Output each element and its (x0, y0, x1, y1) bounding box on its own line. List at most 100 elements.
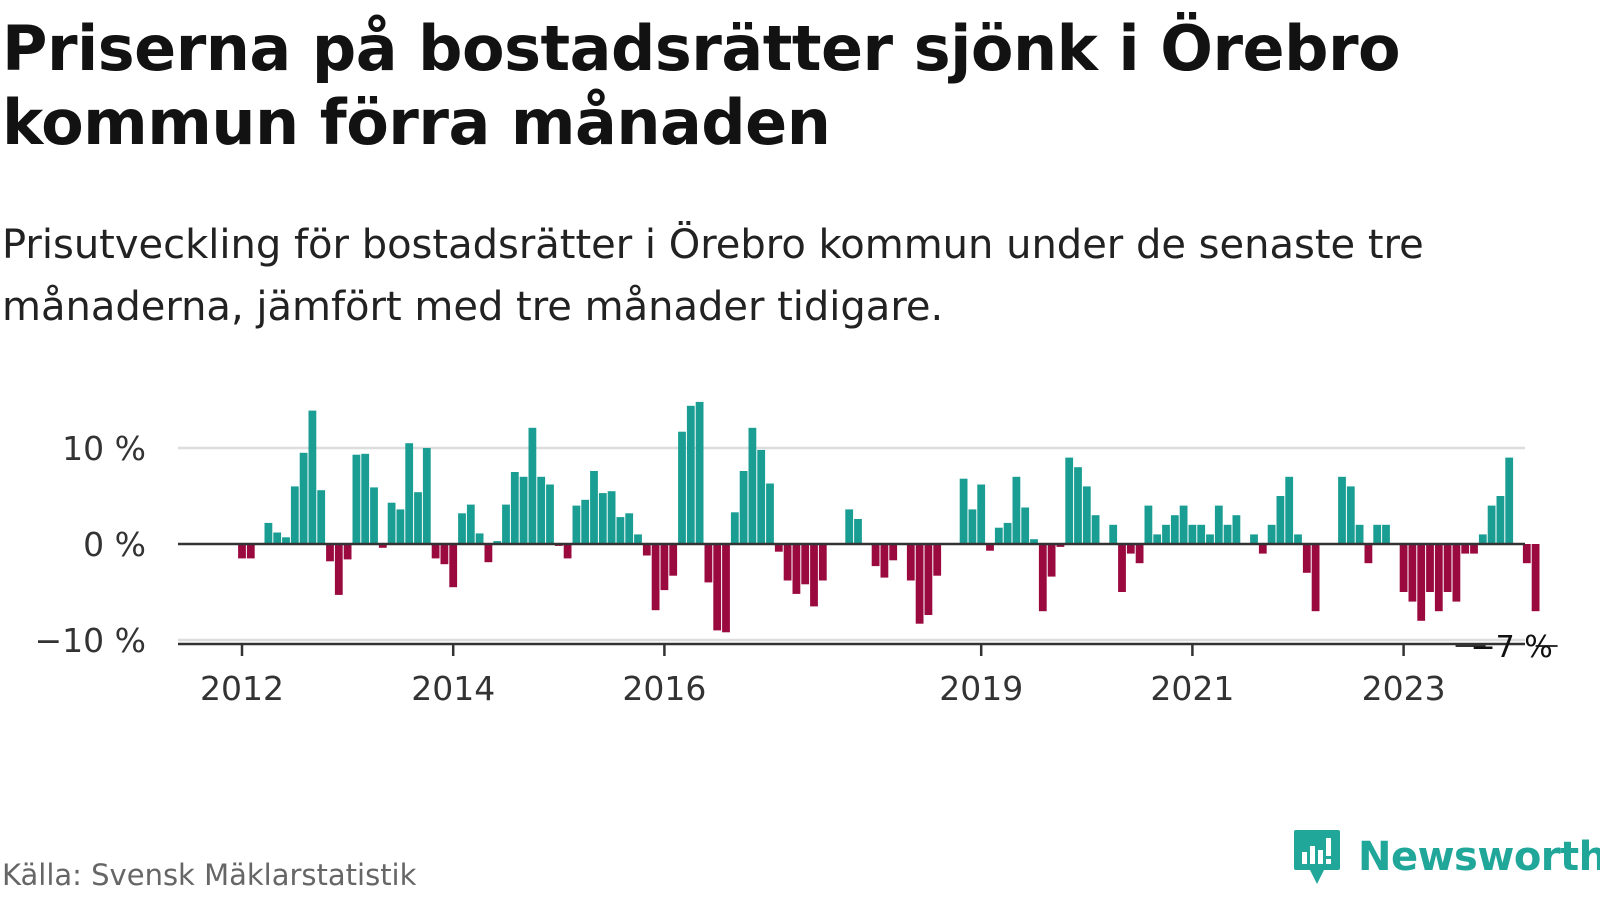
bar (1522, 544, 1531, 564)
x-tick-label: 2021 (1150, 669, 1234, 708)
bar (466, 504, 475, 544)
bar (546, 484, 554, 544)
bar (845, 509, 854, 544)
x-tick-label: 2019 (939, 669, 1023, 708)
bar (273, 532, 282, 544)
bar (246, 544, 255, 559)
bar (1294, 534, 1302, 544)
bar (1126, 544, 1135, 554)
bar (1417, 544, 1426, 621)
bar (695, 401, 704, 544)
bar (1408, 544, 1417, 602)
bar (1144, 505, 1153, 544)
y-tick-label: −10 % (35, 621, 147, 660)
bar (502, 504, 510, 544)
bar (1188, 524, 1197, 544)
bar (686, 405, 695, 544)
bar (537, 476, 546, 544)
bar (1038, 544, 1047, 612)
bar (977, 484, 986, 544)
bar (986, 544, 994, 551)
bar (282, 537, 290, 544)
bar (1426, 544, 1434, 592)
bar (1276, 496, 1285, 544)
source-note: Källa: Svensk Mäklarstatistik (2, 858, 417, 892)
bar (475, 533, 484, 544)
brand-name: Newsworthy (1358, 834, 1600, 880)
bar (1170, 515, 1179, 544)
bar (854, 519, 862, 544)
bar (334, 544, 343, 595)
bar (361, 453, 370, 544)
bar (1074, 467, 1082, 544)
bar (1346, 486, 1355, 544)
bar (889, 544, 898, 561)
y-tick-label: 0 % (83, 525, 146, 564)
bars (238, 401, 1540, 633)
bar (572, 505, 581, 544)
bar (598, 493, 607, 544)
brand[interactable]: Newsworthy (1292, 828, 1600, 886)
bar (387, 502, 396, 544)
bar (1452, 544, 1461, 602)
bar (1478, 534, 1487, 544)
bar (959, 478, 968, 544)
bar (1258, 544, 1267, 554)
bar (1082, 486, 1091, 544)
bar (651, 544, 660, 611)
x-tick-label: 2014 (411, 669, 495, 708)
bar (757, 449, 766, 544)
bar (625, 513, 634, 544)
bar (449, 544, 458, 588)
bar (1250, 534, 1258, 544)
bar (1461, 544, 1470, 554)
bar-chart: −10 % 0 % 10 % 2012 2014 2016 2019 2021 2023 −7 % (35, 401, 1558, 708)
bar (642, 544, 651, 556)
bar (308, 410, 317, 544)
bar (1355, 524, 1364, 544)
bar (1003, 522, 1012, 544)
bar (748, 427, 757, 544)
bar (1399, 544, 1408, 592)
bar (1364, 544, 1373, 564)
bar (1047, 544, 1056, 577)
bar (634, 534, 642, 544)
bar (264, 522, 273, 544)
bar (1162, 524, 1170, 544)
bar (915, 544, 924, 624)
bar (563, 544, 572, 559)
bar (933, 544, 942, 576)
bar (528, 427, 537, 544)
bar (1012, 476, 1021, 544)
bar (801, 544, 810, 585)
bar (669, 544, 678, 576)
y-tick-label: 10 % (62, 429, 146, 468)
bar (299, 452, 308, 544)
bar (1118, 544, 1126, 592)
bar (994, 527, 1003, 544)
bar (968, 509, 977, 544)
bar (792, 544, 801, 594)
bar (739, 471, 748, 544)
bar (1496, 496, 1505, 544)
bar (1373, 524, 1382, 544)
bar (713, 544, 722, 631)
x-tick-label: 2012 (200, 669, 284, 708)
bar (1470, 544, 1478, 554)
bar (704, 544, 713, 583)
bar (326, 544, 334, 562)
bar (774, 544, 783, 552)
bar (1109, 524, 1118, 544)
bar (414, 492, 422, 544)
bar (1505, 457, 1514, 544)
chart-title: Priserna på bostadsrätter sjönk i Örebro… (2, 12, 1401, 159)
bar (607, 491, 616, 544)
bar (370, 487, 378, 544)
bar (431, 544, 440, 559)
tick-labels: −10 % 0 % 10 % 2012 2014 2016 2019 2021 2023 −7 % (35, 429, 1558, 708)
bar (1065, 457, 1074, 544)
bar (590, 471, 598, 544)
gridlines (178, 446, 1525, 642)
bar (1443, 544, 1452, 592)
bar (1311, 544, 1320, 612)
